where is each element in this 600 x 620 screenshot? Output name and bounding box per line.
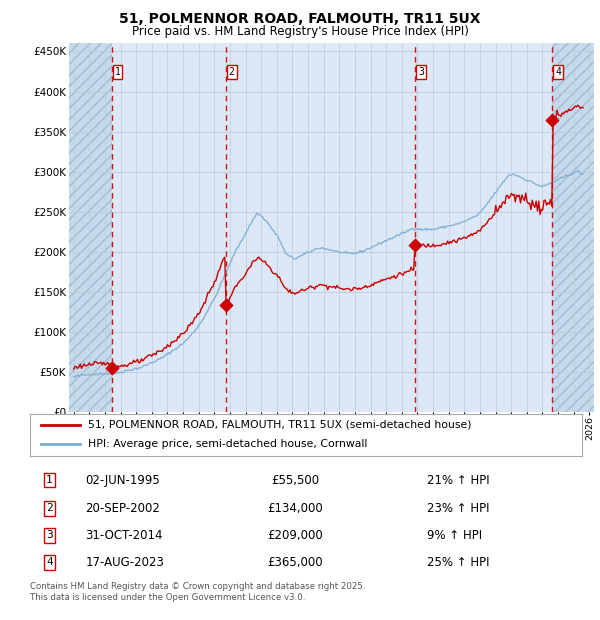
- Text: 20-SEP-2002: 20-SEP-2002: [85, 502, 160, 515]
- Text: HPI: Average price, semi-detached house, Cornwall: HPI: Average price, semi-detached house,…: [88, 440, 367, 450]
- Text: 3: 3: [418, 68, 424, 78]
- Point: [410, 240, 419, 250]
- Text: 31-OCT-2014: 31-OCT-2014: [85, 529, 163, 542]
- Bar: [552, 43, 594, 412]
- Text: 2: 2: [229, 68, 235, 78]
- Text: 3: 3: [46, 530, 53, 541]
- Text: 21% ↑ HPI: 21% ↑ HPI: [427, 474, 490, 487]
- Text: Contains HM Land Registry data © Crown copyright and database right 2025.: Contains HM Land Registry data © Crown c…: [30, 582, 365, 591]
- Text: 1: 1: [46, 475, 53, 485]
- Text: This data is licensed under the Open Government Licence v3.0.: This data is licensed under the Open Gov…: [30, 593, 305, 602]
- Text: £134,000: £134,000: [267, 502, 323, 515]
- Text: 4: 4: [46, 557, 53, 567]
- Text: £55,500: £55,500: [271, 474, 319, 487]
- Text: 17-AUG-2023: 17-AUG-2023: [85, 556, 164, 569]
- Text: 2: 2: [46, 503, 53, 513]
- Text: 51, POLMENNOR ROAD, FALMOUTH, TR11 5UX: 51, POLMENNOR ROAD, FALMOUTH, TR11 5UX: [119, 12, 481, 27]
- Text: £209,000: £209,000: [267, 529, 323, 542]
- Text: 4: 4: [556, 68, 561, 78]
- Text: £365,000: £365,000: [267, 556, 323, 569]
- Text: Price paid vs. HM Land Registry's House Price Index (HPI): Price paid vs. HM Land Registry's House …: [131, 25, 469, 38]
- Bar: [69, 43, 112, 412]
- Point: [221, 300, 230, 310]
- Point: [547, 115, 557, 125]
- Text: 1: 1: [115, 68, 121, 78]
- Text: 02-JUN-1995: 02-JUN-1995: [85, 474, 160, 487]
- Text: 23% ↑ HPI: 23% ↑ HPI: [427, 502, 490, 515]
- Text: 25% ↑ HPI: 25% ↑ HPI: [427, 556, 490, 569]
- Text: 51, POLMENNOR ROAD, FALMOUTH, TR11 5UX (semi-detached house): 51, POLMENNOR ROAD, FALMOUTH, TR11 5UX (…: [88, 420, 472, 430]
- Text: 9% ↑ HPI: 9% ↑ HPI: [427, 529, 482, 542]
- Point: [107, 363, 116, 373]
